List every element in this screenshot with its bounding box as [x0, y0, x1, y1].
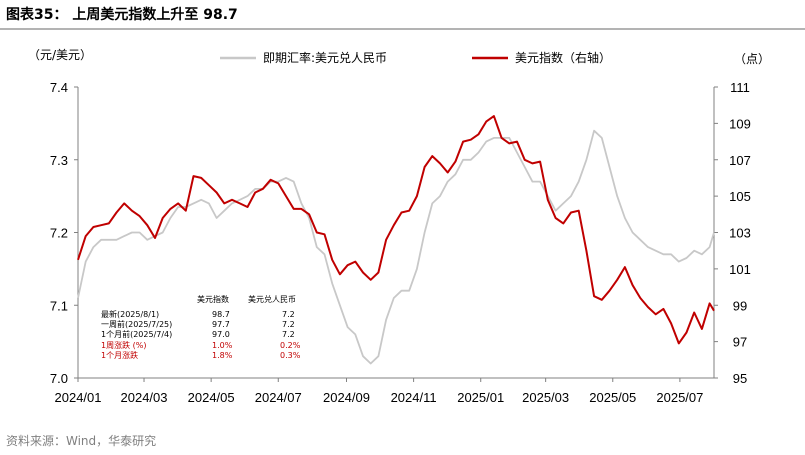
series-layer: [77, 115, 715, 365]
y-right-tick-label: 105: [729, 189, 751, 204]
table-change-label: 1周涨跌 (%): [101, 340, 146, 350]
table-row-label: 最新(2025/8/1): [101, 309, 159, 319]
table-cell-dxy: 98.7: [212, 310, 230, 319]
table-change-usdcny: 0.3%: [280, 351, 301, 360]
y-right-tick-label: 107: [729, 153, 751, 168]
x-tick-label: 2024/09: [323, 390, 370, 405]
y-right-tick-label: 111: [730, 80, 750, 95]
table-change-label: 1个月涨跌: [101, 350, 138, 360]
x-tick-label: 2024/05: [188, 390, 235, 405]
table-header-dxy: 美元指数: [197, 294, 229, 304]
table-row-label: 一周前(2025/7/25): [101, 319, 172, 329]
x-tick-label: 2024/11: [391, 390, 437, 405]
chart-title: 图表35： 上周美元指数上升至 98.7: [6, 7, 238, 23]
y-left-tick-label: 7.4: [50, 80, 68, 95]
source-note: 资料来源：Wind，华泰研究: [6, 434, 157, 448]
right-axis-unit: （点）: [734, 52, 770, 66]
x-tick-label: 2025/07: [656, 390, 703, 405]
y-left-tick-label: 7.3: [50, 153, 68, 168]
y-right-tick-label: 95: [733, 371, 747, 386]
y-right-tick-label: 101: [729, 262, 751, 277]
x-tick-label: 2025/05: [589, 390, 636, 405]
x-tick-label: 2024/01: [55, 390, 102, 405]
table-cell-dxy: 97.0: [212, 330, 230, 339]
y-left-tick-label: 7.1: [50, 298, 68, 313]
x-tick-label: 2024/03: [121, 390, 168, 405]
x-tick-label: 2025/03: [522, 390, 569, 405]
y-right-tick-label: 103: [729, 226, 751, 241]
y-left-tick-label: 7.2: [50, 226, 68, 241]
x-tick-label: 2024/07: [255, 390, 302, 405]
y-right-tick-label: 99: [733, 298, 747, 313]
legend-label-usdcny: 即期汇率:美元兑人民币: [263, 50, 387, 65]
table-cell-dxy: 97.7: [212, 320, 230, 329]
legend-label-dxy: 美元指数（右轴）: [515, 50, 611, 65]
y-right-tick-label: 97: [733, 335, 747, 350]
series-line-dxy: [77, 115, 715, 345]
series-line-usdcny: [77, 129, 715, 365]
table-change-usdcny: 0.2%: [280, 341, 301, 350]
y-right-tick-label: 109: [729, 116, 751, 131]
table-header-usdcny: 美元兑人民币: [248, 294, 296, 304]
x-tick-label: 2025/01: [457, 390, 504, 405]
table-row-label: 1个月前(2025/7/4): [101, 329, 172, 339]
table-change-dxy: 1.8%: [212, 351, 233, 360]
left-axis-unit: （元/美元）: [28, 48, 92, 62]
table-cell-usdcny: 7.2: [282, 320, 295, 329]
summary-table: 美元指数 美元兑人民币 最新(2025/8/1) 98.7 7.2 一周前(20…: [101, 294, 301, 360]
table-cell-usdcny: 7.2: [282, 330, 295, 339]
table-change-dxy: 1.0%: [212, 341, 233, 350]
axes-group: 7.0 7.1 7.2 7.3 7.4 95 97 99 101 103 105 107 109 111 2…: [50, 80, 751, 405]
y-left-tick-label: 7.0: [50, 371, 68, 386]
title-divider: [0, 28, 805, 30]
table-cell-usdcny: 7.2: [282, 310, 295, 319]
